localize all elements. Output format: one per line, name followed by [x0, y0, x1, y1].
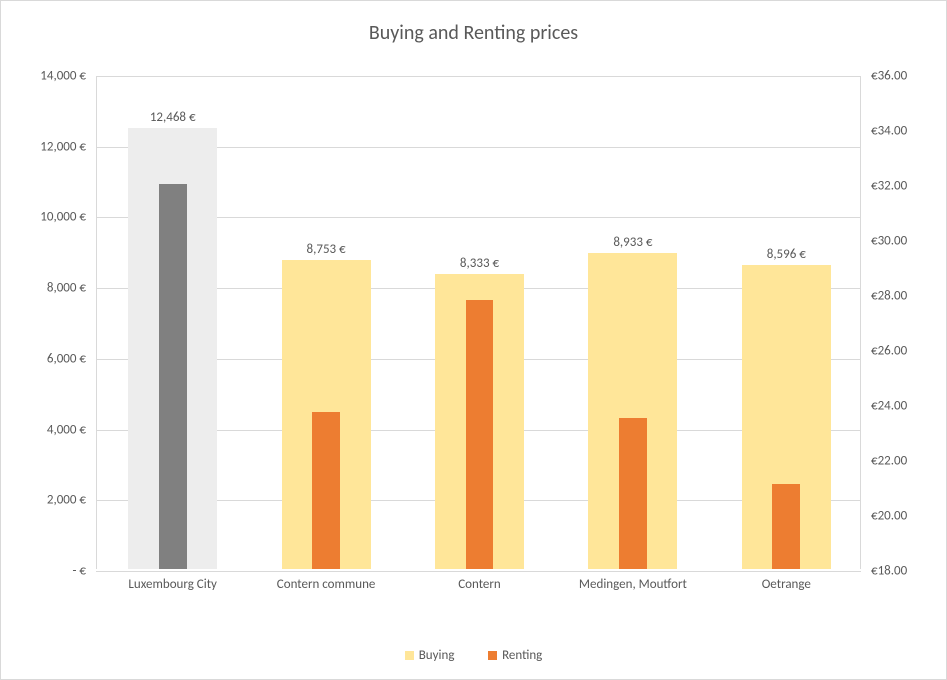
y-left-tick-label: 8,000 € — [21, 281, 86, 296]
legend-swatch-renting — [488, 651, 497, 660]
buying-data-label: 8,596 € — [767, 247, 806, 262]
bar-renting — [466, 300, 494, 570]
x-axis-category-label: Luxembourg City — [103, 569, 243, 593]
legend: Buying Renting — [1, 645, 946, 664]
y-right-tick-label: €20.00 — [871, 509, 926, 524]
buying-data-label: 8,933 € — [613, 235, 652, 250]
y-right-tick-label: €18.00 — [871, 564, 926, 579]
chart-title: Buying and Renting prices — [1, 21, 946, 45]
x-axis-category-label: Contern — [410, 569, 550, 593]
y-right-tick-label: €34.00 — [871, 124, 926, 139]
y-left-tick-label: 10,000 € — [21, 210, 86, 225]
buying-data-label: 12,468 € — [150, 110, 196, 125]
legend-label-renting: Renting — [502, 648, 542, 663]
buying-data-label: 8,333 € — [460, 256, 499, 271]
chart-container: Buying and Renting prices - € 2,000 € 4,… — [0, 0, 947, 680]
legend-swatch-buying — [405, 651, 414, 660]
y-right-tick-label: €22.00 — [871, 454, 926, 469]
plot-area: - € 2,000 € 4,000 € 6,000 € 8,000 € 10,0… — [96, 76, 861, 569]
x-axis-category-label: Medingen, Moutfort — [563, 569, 703, 593]
legend-item-buying: Buying — [405, 648, 455, 663]
y-left-tick-label: 2,000 € — [21, 493, 86, 508]
bar-renting — [312, 412, 340, 569]
bar-renting — [159, 184, 187, 569]
buying-data-label: 8,753 € — [307, 242, 346, 257]
y-right-tick-label: €30.00 — [871, 234, 926, 249]
x-axis-category-label: Contern commune — [256, 569, 396, 593]
y-left-tick-label: - € — [21, 564, 86, 579]
y-left-tick-label: 14,000 € — [21, 69, 86, 84]
y-left-axis-line — [96, 76, 97, 569]
y-right-tick-label: €24.00 — [871, 399, 926, 414]
y-left-tick-label: 6,000 € — [21, 351, 86, 366]
bar-renting — [772, 484, 800, 569]
bar-renting — [619, 418, 647, 569]
y-right-axis-line — [860, 76, 861, 569]
y-right-tick-label: €36.00 — [871, 69, 926, 84]
y-right-tick-label: €28.00 — [871, 289, 926, 304]
gridline — [96, 76, 861, 77]
y-left-tick-label: 4,000 € — [21, 422, 86, 437]
y-right-tick-label: €32.00 — [871, 179, 926, 194]
legend-item-renting: Renting — [488, 648, 542, 663]
legend-label-buying: Buying — [419, 648, 455, 663]
y-right-tick-label: €26.00 — [871, 344, 926, 359]
x-axis-category-label: Oetrange — [716, 569, 856, 593]
y-left-tick-label: 12,000 € — [21, 139, 86, 154]
